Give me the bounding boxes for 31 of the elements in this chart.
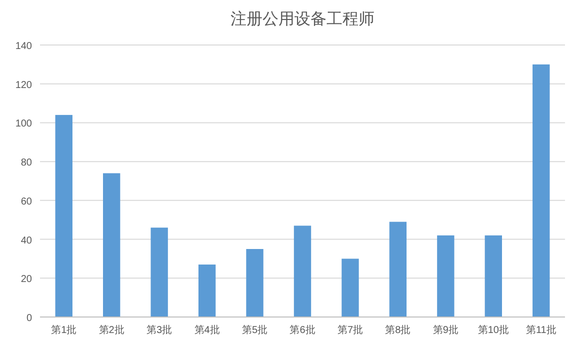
bar [342,258,359,317]
chart-title: 注册公用设备工程师 [230,10,374,28]
x-tick-label: 第10批 [478,324,509,336]
y-tick-label: 40 [20,235,32,246]
bar [198,264,216,317]
y-tick-label: 20 [20,274,32,286]
x-tick-label: 第2批 [98,324,124,336]
bar [437,235,454,317]
x-tick-label: 第9批 [432,324,458,336]
bar [532,64,550,317]
x-tick-label: 第1批 [51,324,77,336]
y-tick-label: 120 [15,80,32,91]
bar [103,173,120,317]
x-tick-label: 第3批 [146,324,172,336]
x-tick-label: 第7批 [337,324,364,336]
x-tick-label: 第5批 [242,324,268,336]
y-tick-label: 0 [26,313,32,324]
bar [294,226,312,317]
x-tick-label: 第4批 [194,324,220,336]
bar [55,114,72,317]
y-tick-label: 60 [20,196,32,208]
bar [246,249,264,317]
bar [484,235,502,317]
y-tick-label: 80 [20,158,32,169]
bar [389,222,407,317]
x-tick-label: 第11批 [526,324,556,336]
y-tick-label: 140 [15,41,32,52]
y-tick-label: 100 [15,118,32,130]
bar [150,228,168,317]
x-tick-label: 第6批 [290,324,316,336]
x-tick-label: 第8批 [385,324,411,336]
